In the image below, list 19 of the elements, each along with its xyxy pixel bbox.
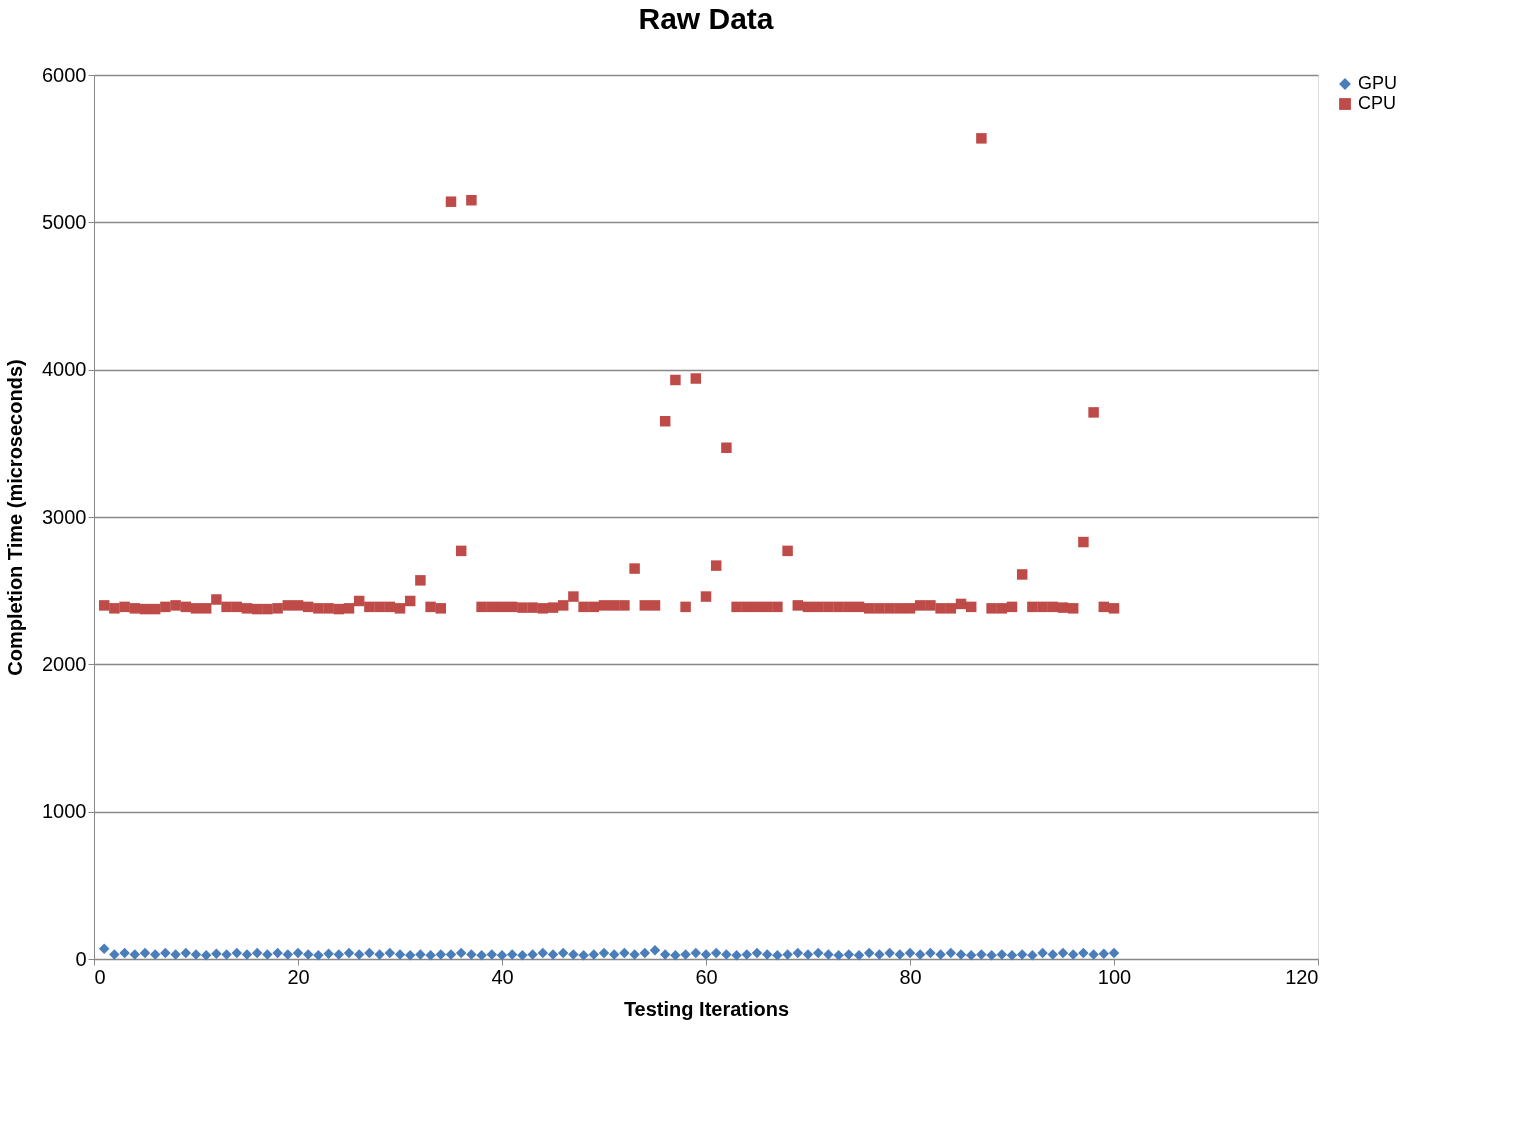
y-tick-label: 0 bbox=[75, 947, 87, 970]
y-tick-label: 2000 bbox=[42, 652, 87, 675]
x-axis-title: Testing Iterations bbox=[623, 997, 790, 1020]
legend-label: GPU bbox=[1358, 73, 1398, 93]
x-tick-label: 0 bbox=[94, 965, 106, 988]
y-tick-label: 5000 bbox=[42, 210, 87, 233]
x-tick-label: 100 bbox=[1097, 965, 1132, 988]
x-tick-label: 60 bbox=[695, 965, 718, 988]
x-tick-label: 40 bbox=[491, 965, 514, 988]
y-tick-label: 1000 bbox=[42, 800, 87, 823]
x-tick-label: 80 bbox=[899, 965, 922, 988]
y-axis-title: Completion Time (microseconds) bbox=[4, 359, 27, 676]
x-tick-label: 120 bbox=[1285, 965, 1319, 988]
legend-label: CPU bbox=[1358, 93, 1397, 113]
y-tick-label: 4000 bbox=[42, 358, 87, 381]
y-tick-label: 6000 bbox=[42, 63, 87, 86]
x-tick-label: 20 bbox=[287, 965, 310, 988]
y-tick-label: 3000 bbox=[42, 505, 87, 528]
chart-title: Raw Data bbox=[638, 2, 774, 35]
